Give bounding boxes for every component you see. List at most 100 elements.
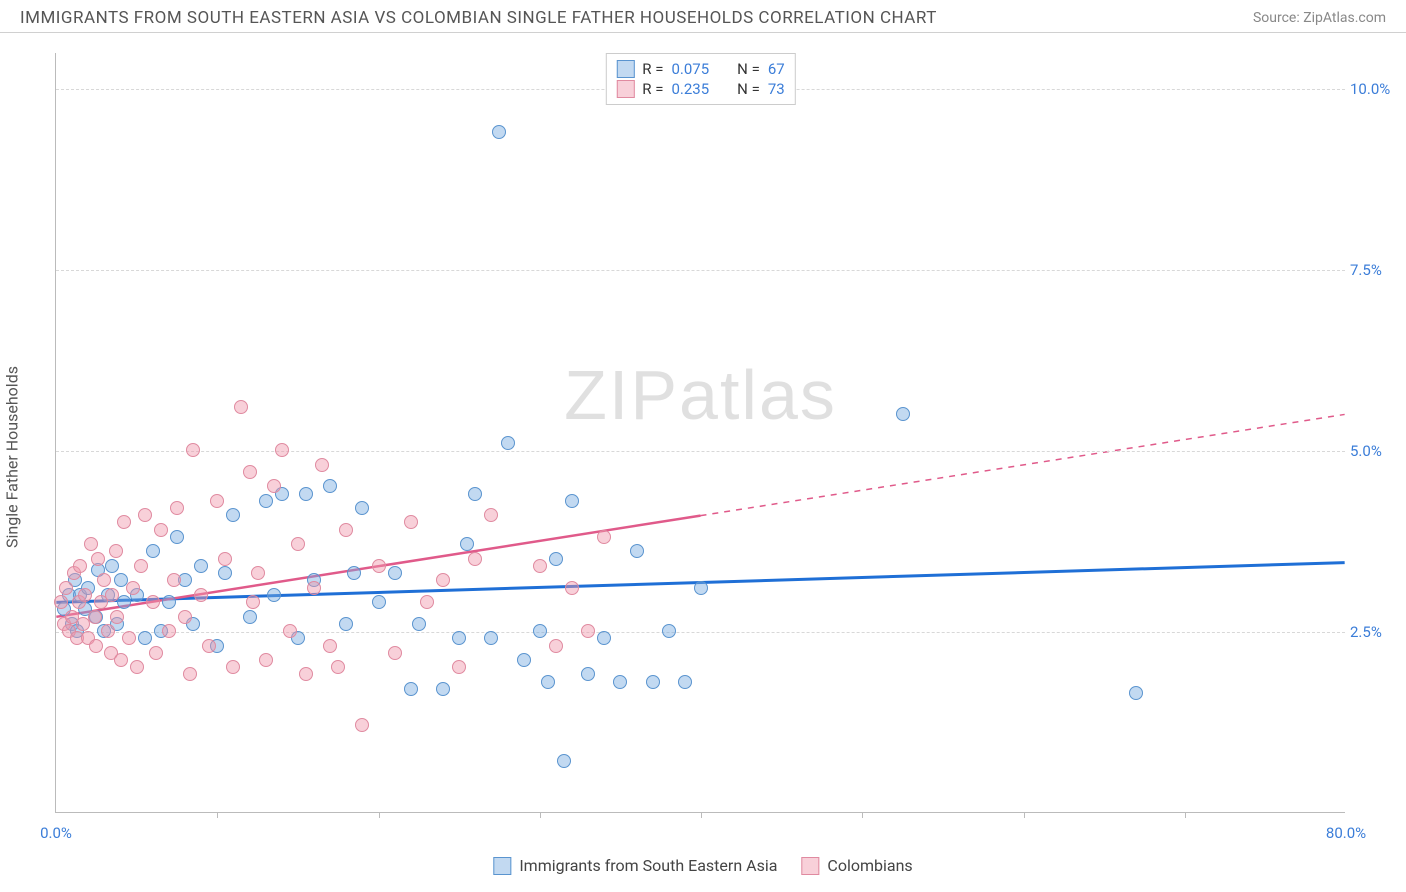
legend-r-label: R = [642,60,663,78]
x-tick-minor [1024,812,1025,818]
data-point-col [210,494,224,508]
y-axis-label: Single Father Households [3,366,22,548]
data-point-col [202,639,216,653]
data-point-col [117,515,131,529]
data-point-col [84,537,98,551]
data-point-sea [452,631,466,645]
gridline [56,451,1345,452]
title-bar: IMMIGRANTS FROM SOUTH EASTERN ASIA VS CO… [0,0,1406,33]
data-point-sea [388,566,402,580]
data-point-sea [662,624,676,638]
data-point-sea [694,581,708,595]
data-point-sea [549,552,563,566]
data-point-sea [646,675,660,689]
data-point-sea [105,559,119,573]
y-tick-label: 10.0% [1350,80,1400,98]
data-point-sea [267,588,281,602]
data-point-sea [541,675,555,689]
data-point-sea [597,631,611,645]
data-point-col [122,631,136,645]
data-point-sea [492,125,506,139]
source-prefix: Source: [1253,10,1303,26]
legend-r-value: 0.235 [671,80,709,98]
data-point-col [243,465,257,479]
gridline [56,632,1345,633]
data-point-col [484,508,498,522]
data-point-col [323,639,337,653]
data-point-sea [259,494,273,508]
data-point-sea [138,631,152,645]
data-point-col [170,501,184,515]
data-point-col [549,639,563,653]
data-point-col [388,646,402,660]
data-point-sea [412,617,426,631]
data-point-col [183,667,197,681]
data-point-col [259,653,273,667]
data-point-col [404,515,418,529]
data-point-sea [1129,686,1143,700]
source-value: ZipAtlas.com [1303,10,1386,26]
legend-bottom: Immigrants from South Eastern Asia Colomb… [493,856,912,875]
data-point-col [468,552,482,566]
data-point-sea [372,595,386,609]
trend-lines-layer [56,53,1345,812]
y-tick-label: 7.5% [1350,261,1400,279]
data-point-col [355,718,369,732]
data-point-col [54,595,68,609]
data-point-col [167,573,181,587]
data-point-sea [323,479,337,493]
data-point-sea [501,436,515,450]
data-point-col [146,595,160,609]
data-point-sea [162,595,176,609]
x-tick-minor [1185,812,1186,818]
source-label: Source: ZipAtlas.com [1253,10,1386,26]
legend-n-value: 67 [768,60,785,78]
data-point-col [130,660,144,674]
legend-swatch [493,857,511,875]
data-point-col [420,595,434,609]
data-point-col [78,588,92,602]
trend-line-col-dashed [701,414,1345,515]
data-point-col [88,610,102,624]
data-point-sea [436,682,450,696]
data-point-sea [565,494,579,508]
data-point-sea [533,624,547,638]
chart-container: Single Father Households ZIPatlas 2.5%5.… [0,33,1406,881]
data-point-col [339,523,353,537]
legend-series-label: Immigrants from South Eastern Asia [519,856,777,875]
data-point-sea [146,544,160,558]
data-point-col [218,552,232,566]
legend-series-label: Colombians [827,856,912,875]
data-point-col [149,646,163,660]
legend-swatch [616,60,634,78]
data-point-col [275,443,289,457]
data-point-sea [896,407,910,421]
data-point-col [299,667,313,681]
data-point-sea [355,501,369,515]
data-point-col [109,544,123,558]
data-point-sea [630,544,644,558]
data-point-sea [194,559,208,573]
data-point-sea [468,487,482,501]
data-point-col [251,566,265,580]
chart-title: IMMIGRANTS FROM SOUTH EASTERN ASIA VS CO… [20,8,937,28]
data-point-col [59,581,73,595]
x-tick-minor [701,812,702,818]
data-point-sea [347,566,361,580]
data-point-sea [613,675,627,689]
data-point-col [186,443,200,457]
y-tick-label: 5.0% [1350,442,1400,460]
data-point-col [226,660,240,674]
data-point-col [138,508,152,522]
legend-top-row: R = 0.235N = 73 [616,80,784,98]
data-point-col [331,660,345,674]
data-point-col [105,588,119,602]
legend-n-label: N = [737,80,760,98]
legend-top-row: R = 0.075N = 67 [616,60,784,78]
data-point-sea [243,610,257,624]
data-point-sea [114,573,128,587]
data-point-col [436,573,450,587]
plot-area: ZIPatlas 2.5%5.0%7.5%10.0%0.0%80.0%R = 0… [55,53,1345,813]
data-point-col [154,523,168,537]
data-point-sea [339,617,353,631]
